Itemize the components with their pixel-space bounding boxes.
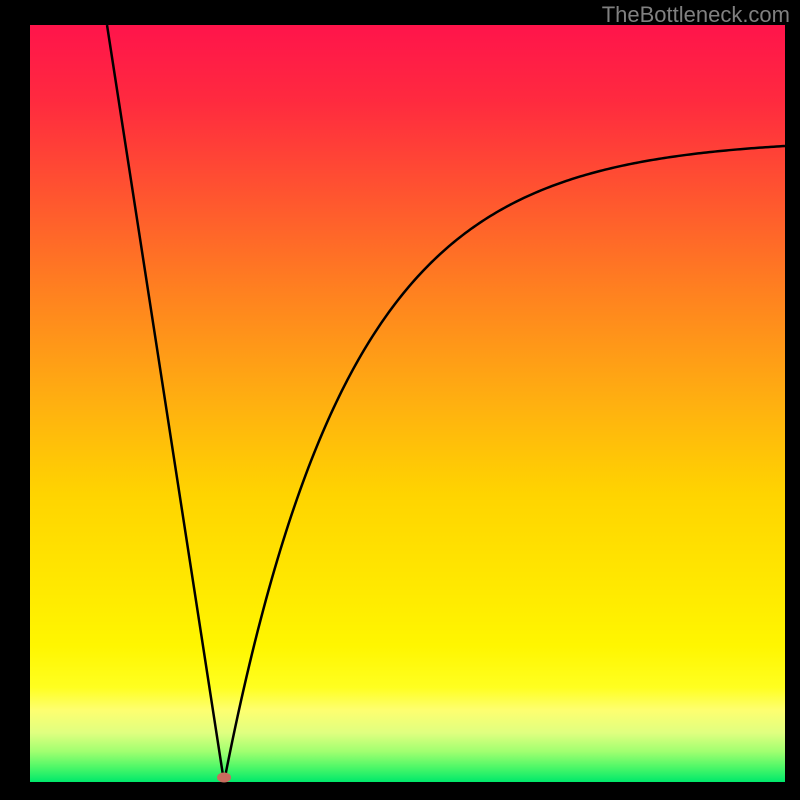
curve-svg	[30, 25, 785, 782]
watermark-text: TheBottleneck.com	[602, 2, 790, 28]
bottleneck-curve	[107, 25, 785, 782]
vertex-marker	[217, 772, 231, 782]
chart-container: TheBottleneck.com	[0, 0, 800, 800]
